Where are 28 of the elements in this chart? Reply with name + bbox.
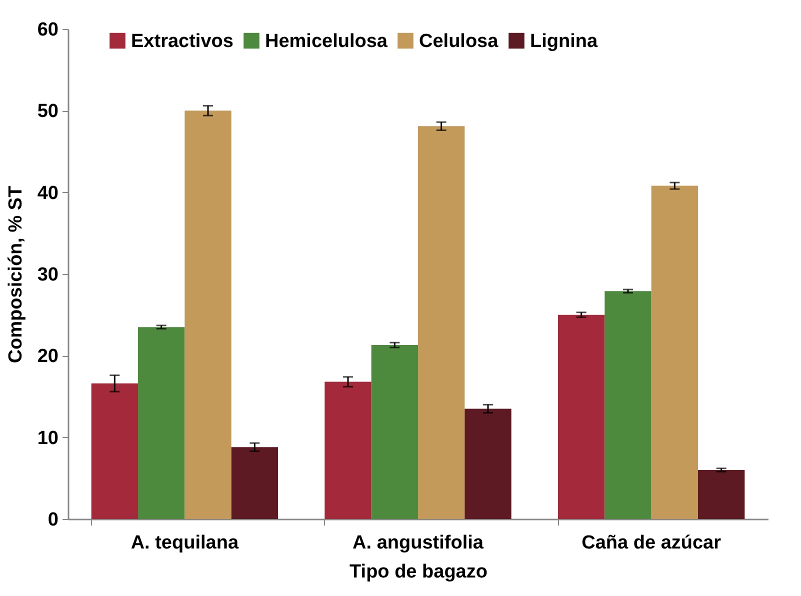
bar xyxy=(604,291,652,519)
bar xyxy=(324,382,372,519)
bar xyxy=(558,314,605,519)
y-axis-title: Composición, % ST xyxy=(5,185,26,364)
x-axis-title: Tipo de bagazo xyxy=(350,562,488,582)
bar xyxy=(651,186,698,519)
y-tick-label: 20 xyxy=(37,346,58,368)
y-tick-label: 60 xyxy=(37,20,58,40)
legend-label: Celulosa xyxy=(419,30,499,52)
bar xyxy=(371,345,418,519)
bar xyxy=(184,110,232,519)
bar xyxy=(91,383,138,519)
x-tick-label: A. tequilana xyxy=(130,532,239,554)
bar xyxy=(464,408,512,519)
x-tick-label: Caña de azúcar xyxy=(582,532,722,554)
y-tick-label: 40 xyxy=(37,182,58,204)
x-tick-label: A. angustifolia xyxy=(352,532,484,554)
legend-label: Hemicelulosa xyxy=(265,30,388,52)
bar xyxy=(698,470,745,519)
legend-label: Extractivos xyxy=(131,30,234,52)
bar xyxy=(138,327,185,519)
bar xyxy=(418,126,465,519)
y-tick-label: 0 xyxy=(48,510,58,530)
y-tick-label: 10 xyxy=(37,428,58,449)
bar xyxy=(231,447,278,519)
legend-label: Lignina xyxy=(530,30,598,52)
y-tick-label: 50 xyxy=(37,101,58,122)
y-tick-label: 30 xyxy=(37,264,58,286)
